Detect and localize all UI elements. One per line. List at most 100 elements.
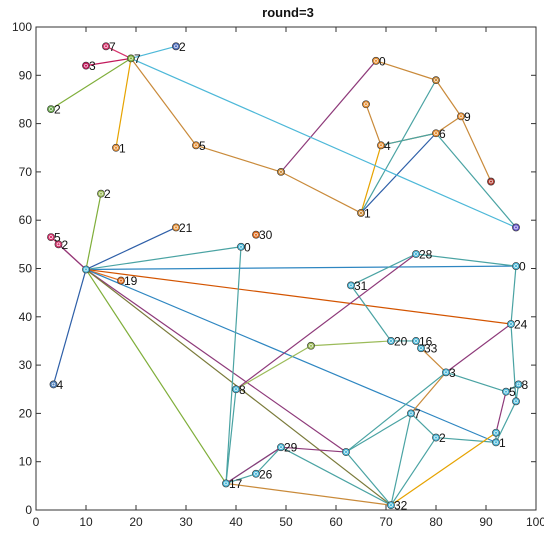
node-marker	[102, 42, 110, 51]
node-label: 24	[514, 318, 528, 332]
node-marker-center	[51, 382, 56, 387]
edge-line	[415, 253, 517, 267]
node-marker-center	[49, 107, 53, 111]
node-marker-center	[99, 191, 103, 196]
edge-line	[435, 132, 517, 228]
node-label: 7	[414, 407, 421, 421]
node-marker-center	[129, 56, 133, 61]
node-marker-center	[389, 339, 393, 343]
x-tick-label: 80	[429, 515, 443, 529]
node-label: 21	[179, 221, 193, 235]
node-marker-center	[379, 143, 383, 148]
edge-line	[105, 45, 132, 59]
edge-line	[375, 60, 437, 81]
edge-line	[280, 446, 392, 506]
node-marker	[362, 100, 370, 109]
node-marker	[507, 320, 515, 328]
node-label: 4	[57, 378, 64, 392]
edge-line	[510, 266, 517, 325]
node-label: 28	[419, 248, 433, 262]
node-label: 1	[364, 206, 371, 220]
edge-line	[85, 57, 132, 67]
edge-line	[280, 171, 362, 214]
edge-line	[345, 412, 412, 453]
node-label: 2	[104, 187, 111, 201]
edge-line	[85, 268, 497, 443]
edge-line	[130, 58, 197, 146]
node-label: 6	[439, 127, 446, 141]
edge-line	[345, 371, 447, 453]
node-marker-center	[494, 430, 498, 435]
edge-line	[85, 265, 517, 271]
node-marker-center	[504, 389, 508, 394]
x-tick-label: 100	[526, 515, 544, 529]
node-marker-center	[434, 435, 438, 440]
node-marker	[307, 341, 315, 350]
node-marker	[492, 438, 500, 447]
y-tick-label: 30	[19, 358, 33, 372]
node-marker	[82, 265, 90, 274]
node-marker-center	[174, 225, 178, 230]
edge-line	[130, 57, 517, 228]
node-marker	[252, 469, 260, 478]
edge-line	[345, 451, 392, 506]
node-marker-center	[254, 232, 258, 237]
node-marker-center	[56, 242, 61, 247]
edge-line	[85, 246, 242, 271]
node-label: 1	[119, 141, 126, 155]
edge-line	[235, 253, 417, 390]
node-label: 8	[522, 378, 529, 392]
node-marker	[387, 501, 395, 510]
node-label: 2	[54, 103, 61, 117]
node-marker	[172, 42, 180, 51]
edge-line	[360, 79, 437, 214]
edge-line	[360, 145, 382, 214]
node-marker	[372, 56, 380, 65]
node-marker	[387, 337, 395, 345]
node-label: 0	[519, 260, 526, 274]
edge-line	[85, 268, 512, 325]
node-label: 8	[239, 383, 246, 397]
x-tick-label: 60	[329, 515, 343, 529]
y-tick-label: 80	[19, 117, 33, 131]
edge-line	[52, 269, 87, 385]
x-tick-label: 50	[279, 515, 293, 529]
edge-line	[350, 253, 417, 286]
x-axis: 0 10 20 30 40 50 60 70 80 90 100	[33, 27, 544, 529]
edge-line	[390, 413, 412, 506]
node-label: 32	[394, 499, 408, 513]
node-marker	[97, 189, 105, 198]
node-marker-center	[409, 411, 413, 416]
node-marker-center	[84, 63, 88, 68]
node-marker-center	[279, 445, 283, 450]
edge-line	[435, 79, 462, 117]
node-marker	[192, 141, 200, 150]
node-marker	[47, 105, 55, 114]
node-marker	[412, 250, 420, 258]
edge-line	[445, 323, 512, 373]
node-label: 7	[134, 52, 141, 66]
node-label: 33	[424, 342, 438, 356]
y-tick-label: 20	[19, 406, 33, 420]
node-label: 4	[384, 139, 391, 153]
edge-line	[58, 243, 87, 270]
edge-line	[85, 269, 227, 484]
node-marker-center	[389, 503, 393, 507]
edge-line	[85, 193, 102, 270]
node-marker-center	[364, 102, 368, 107]
edge-line	[435, 436, 497, 443]
node-marker	[112, 143, 120, 152]
node-marker-center	[234, 387, 238, 392]
node-marker	[377, 141, 385, 150]
node-label: 20	[394, 334, 408, 348]
node-marker	[277, 443, 285, 452]
node-marker-center	[279, 170, 283, 174]
node-label: 5	[199, 139, 206, 153]
x-tick-label: 90	[479, 515, 493, 529]
edge-line	[225, 473, 257, 485]
node-marker	[47, 233, 55, 242]
node-label: 3	[89, 59, 96, 73]
node-label: 7	[109, 40, 116, 54]
